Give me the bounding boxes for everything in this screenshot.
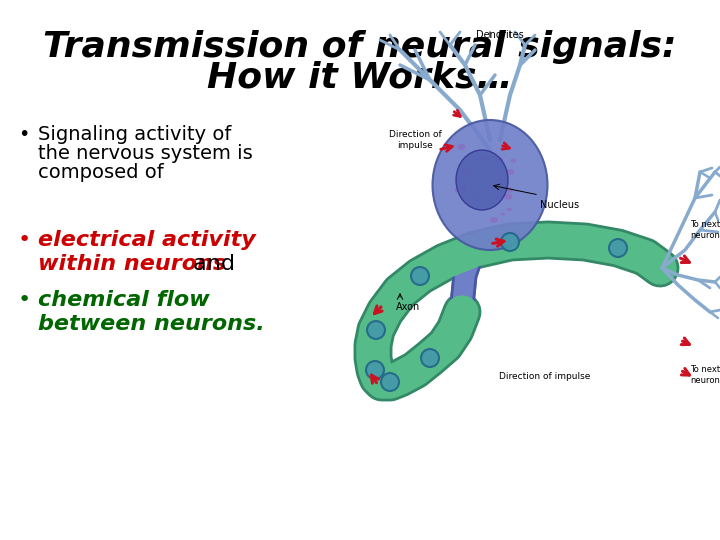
- Text: the nervous system is: the nervous system is: [38, 144, 253, 163]
- Ellipse shape: [482, 156, 490, 160]
- Ellipse shape: [505, 187, 513, 193]
- Ellipse shape: [497, 157, 503, 161]
- Text: Direction of
impulse: Direction of impulse: [389, 130, 441, 150]
- Text: electrical activity: electrical activity: [38, 230, 256, 250]
- Ellipse shape: [501, 233, 519, 251]
- Text: Transmission of neural signals:: Transmission of neural signals:: [43, 30, 677, 64]
- Ellipse shape: [500, 212, 505, 215]
- Ellipse shape: [421, 349, 439, 367]
- Ellipse shape: [367, 321, 385, 339]
- Text: •: •: [18, 290, 31, 310]
- Ellipse shape: [496, 179, 503, 183]
- Text: To next
neuron: To next neuron: [690, 365, 720, 385]
- Text: and: and: [186, 254, 235, 274]
- Ellipse shape: [485, 178, 490, 181]
- Text: To next
neuron: To next neuron: [690, 220, 720, 240]
- Ellipse shape: [381, 373, 399, 391]
- Text: •: •: [18, 125, 30, 144]
- Text: between neurons.: between neurons.: [38, 314, 265, 334]
- Ellipse shape: [510, 159, 516, 163]
- Text: Dendrites: Dendrites: [476, 30, 524, 40]
- Ellipse shape: [456, 150, 508, 210]
- Text: Nucleus: Nucleus: [540, 200, 579, 210]
- Ellipse shape: [474, 193, 481, 197]
- Text: •: •: [18, 230, 31, 250]
- Text: Signaling activity of: Signaling activity of: [38, 125, 231, 144]
- Text: Direction of impulse: Direction of impulse: [499, 372, 590, 381]
- Ellipse shape: [462, 184, 467, 190]
- Ellipse shape: [503, 193, 513, 200]
- Ellipse shape: [458, 144, 466, 150]
- Ellipse shape: [461, 186, 467, 192]
- Text: Axon: Axon: [396, 302, 420, 312]
- Text: within neurons: within neurons: [38, 254, 226, 274]
- Ellipse shape: [506, 208, 513, 211]
- Ellipse shape: [454, 188, 459, 192]
- Text: How it Works…: How it Works…: [207, 60, 513, 94]
- Ellipse shape: [506, 169, 514, 175]
- Text: composed of: composed of: [38, 163, 163, 182]
- Ellipse shape: [411, 267, 429, 285]
- Text: chemical flow: chemical flow: [38, 290, 210, 310]
- Ellipse shape: [462, 167, 469, 174]
- Ellipse shape: [366, 361, 384, 379]
- Ellipse shape: [609, 239, 627, 257]
- Ellipse shape: [490, 217, 498, 222]
- Ellipse shape: [498, 184, 505, 190]
- Ellipse shape: [433, 120, 547, 250]
